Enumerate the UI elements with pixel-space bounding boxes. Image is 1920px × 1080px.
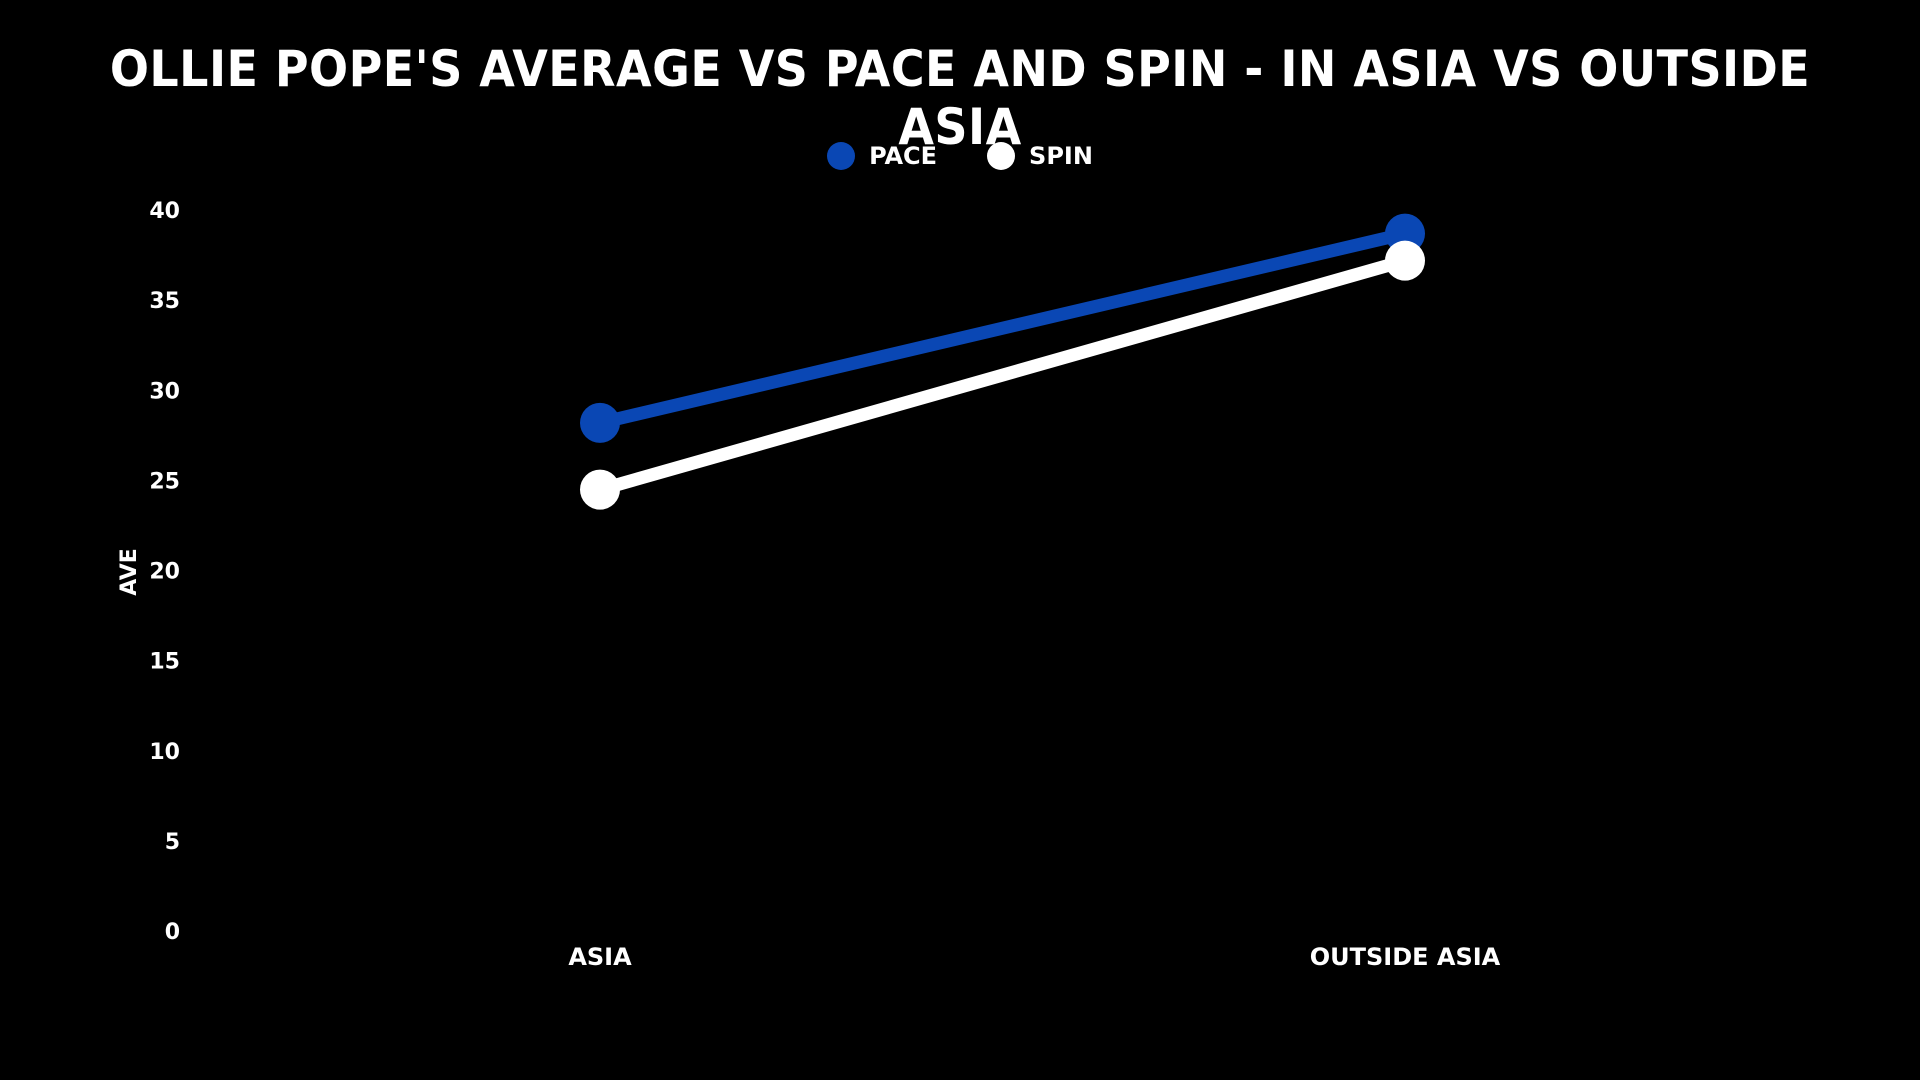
y-tick-label: 30 [149, 379, 180, 404]
x-category-label: ASIA [568, 943, 632, 971]
legend-label-pace: PACE [869, 142, 938, 170]
y-tick-label: 5 [165, 830, 180, 855]
x-axis-categories: ASIA OUTSIDE ASIA [568, 943, 1500, 971]
y-axis-ticks: 0 5 10 15 20 25 30 35 40 [149, 199, 180, 945]
data-point-spin-asia[interactable] [580, 469, 620, 510]
y-tick-label: 35 [149, 289, 180, 314]
y-tick-label: 20 [149, 560, 180, 585]
chart-title: OLLIE POPE'S AVERAGE VS PACE AND SPIN - … [109, 40, 1811, 156]
legend: PACE SPIN [0, 142, 1920, 170]
legend-marker-pace [827, 142, 856, 170]
y-axis-title: AVE [117, 548, 142, 596]
data-point-pace-asia[interactable] [580, 402, 620, 443]
y-tick-label: 25 [149, 469, 180, 494]
legend-item-spin[interactable]: SPIN [987, 142, 1093, 170]
y-tick-label: 40 [149, 199, 180, 224]
legend-label-spin: SPIN [1029, 142, 1093, 170]
y-tick-label: 15 [149, 650, 180, 675]
data-point-spin-outside-asia[interactable] [1385, 240, 1425, 281]
series-line-pace [593, 227, 1412, 430]
series-line-spin [593, 254, 1412, 497]
series-layer [580, 213, 1425, 510]
x-category-label: OUTSIDE ASIA [1310, 943, 1501, 971]
y-tick-label: 0 [165, 920, 180, 945]
legend-item-pace[interactable]: PACE [827, 142, 937, 170]
legend-marker-spin [987, 142, 1016, 170]
y-tick-label: 10 [149, 740, 180, 765]
